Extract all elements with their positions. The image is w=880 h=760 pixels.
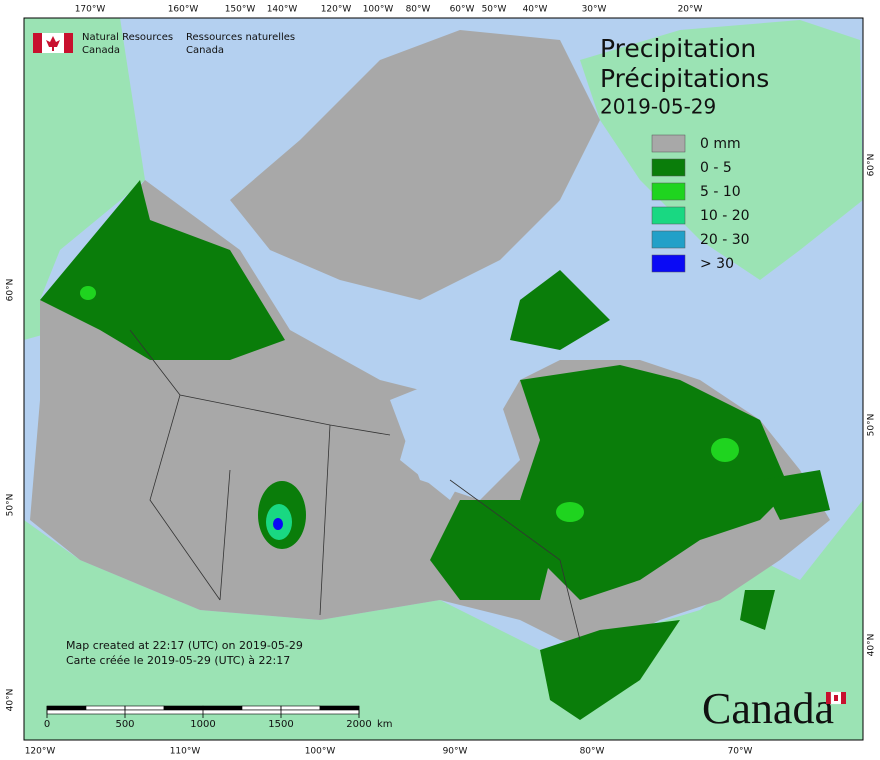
flag-band xyxy=(841,692,846,704)
frame xyxy=(23,17,864,741)
lon-label: 120°W xyxy=(321,5,352,15)
lat-label: 40°N xyxy=(867,634,877,657)
borders xyxy=(129,329,581,641)
precip-spot xyxy=(556,502,584,522)
scale-segment xyxy=(124,705,165,711)
legend-label: 5 - 10 xyxy=(700,184,741,200)
graticule-labels: 170°W 160°W 150°W 140°W 120°W 100°W 80°W… xyxy=(6,5,877,757)
lon-label: 40°W xyxy=(523,5,548,15)
precip-spot xyxy=(711,438,739,462)
legend-swatch xyxy=(651,254,686,273)
lon-label: 90°W xyxy=(443,747,468,757)
lon-label: 30°W xyxy=(582,5,607,15)
agency-fr: Ressources naturelles xyxy=(186,32,295,43)
precip-prairie-peak xyxy=(273,518,283,530)
flag-band xyxy=(33,33,42,53)
precip-spot xyxy=(80,286,96,300)
arctic-islands xyxy=(230,30,600,300)
scale-segment xyxy=(163,705,204,711)
scale-label: 2000 xyxy=(346,719,371,730)
scale-bar: 0 500 1000 1500 2000 km xyxy=(44,705,393,730)
legend-swatch xyxy=(651,134,686,153)
credit-en: Map created at 22:17 (UTC) on 2019-05-29 xyxy=(66,639,303,652)
scale-segment xyxy=(46,705,87,711)
lat-label: 60°N xyxy=(867,154,877,177)
flag-band xyxy=(826,692,831,704)
flag-band xyxy=(64,33,73,53)
credit-fr: Carte créée le 2019-05-29 (UTC) à 22:17 xyxy=(66,654,290,667)
alaska xyxy=(24,18,145,340)
lon-label: 60°W xyxy=(450,5,475,15)
title-fr: Précipitations xyxy=(600,64,769,93)
agency-en: Canada xyxy=(82,45,120,56)
title-en: Precipitation xyxy=(600,34,756,63)
agency-en: Natural Resources xyxy=(82,32,173,43)
scale-segment xyxy=(319,705,360,711)
precip-quebec xyxy=(520,365,790,600)
legend-label: 20 - 30 xyxy=(700,232,750,248)
date: 2019-05-29 xyxy=(600,95,716,119)
greenland xyxy=(580,20,863,280)
lon-label: 100°W xyxy=(363,5,394,15)
lon-label: 50°W xyxy=(482,5,507,15)
legend-swatch xyxy=(651,158,686,177)
legend-label: 0 - 5 xyxy=(700,160,732,176)
legend-swatch xyxy=(651,206,686,225)
scale-segment xyxy=(280,705,321,711)
legend-label: 10 - 20 xyxy=(700,208,750,224)
scale-label: 500 xyxy=(115,719,134,730)
legend: 0 mm 0 - 5 5 - 10 10 - 20 20 - 30 > 30 xyxy=(651,134,750,273)
legend-swatch xyxy=(651,182,686,201)
lon-label: 160°W xyxy=(168,5,199,15)
scale-label: 1500 xyxy=(268,719,293,730)
precip-south-ontario xyxy=(540,620,680,720)
lon-label: 20°W xyxy=(678,5,703,15)
lon-label: 170°W xyxy=(75,5,106,15)
precip-nova-scotia xyxy=(740,590,775,630)
legend-swatch xyxy=(651,230,686,249)
hudson-bay xyxy=(390,380,520,500)
agency-logo: Natural Resources Canada Ressources natu… xyxy=(33,32,295,56)
scale-segment xyxy=(202,705,243,711)
precip-newfoundland xyxy=(760,470,830,520)
maple-leaf xyxy=(46,36,60,51)
precip-north xyxy=(40,180,285,360)
precip-baffin xyxy=(510,270,610,350)
wordmark-flag xyxy=(826,691,846,705)
lon-label: 120°W xyxy=(25,747,56,757)
lon-label: 70°W xyxy=(728,747,753,757)
scale-label: 0 xyxy=(44,719,50,730)
lon-label: 100°W xyxy=(305,747,336,757)
legend-label: 0 mm xyxy=(700,136,741,152)
lon-label: 140°W xyxy=(267,5,298,15)
lat-label: 50°N xyxy=(867,414,877,437)
lon-label: 150°W xyxy=(225,5,256,15)
precip-ontario xyxy=(430,500,550,600)
lat-label: 60°N xyxy=(6,279,16,302)
scale-unit: km xyxy=(377,719,393,730)
lon-label: 110°W xyxy=(170,747,201,757)
scale-label: 1000 xyxy=(190,719,215,730)
lon-label: 80°W xyxy=(406,5,431,15)
lat-label: 40°N xyxy=(6,689,16,712)
usa xyxy=(24,500,863,740)
lat-label: 50°N xyxy=(6,494,16,517)
legend-label: > 30 xyxy=(700,256,734,272)
scale-segment xyxy=(85,705,126,711)
lon-label: 80°W xyxy=(580,747,605,757)
agency-fr: Canada xyxy=(186,45,224,56)
map xyxy=(23,17,864,741)
maple-leaf xyxy=(834,695,838,701)
wordmark: Canada xyxy=(702,684,834,733)
scale-segment xyxy=(241,705,282,711)
